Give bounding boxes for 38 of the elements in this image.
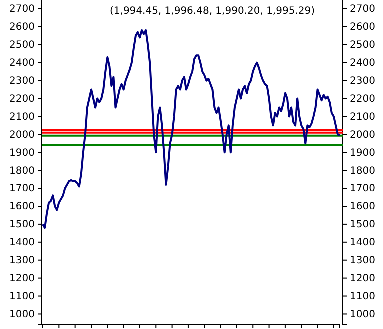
y2-tick-label: 1400	[350, 238, 376, 249]
y2-tick-label: 2700	[350, 4, 376, 16]
y2-tick-label: 2200	[350, 94, 376, 105]
y2-tick-label: 1900	[350, 148, 376, 159]
y-tick-label: 2700	[10, 4, 35, 16]
y-tick-label: 1900	[10, 148, 35, 159]
y2-tick-label: 1600	[350, 202, 376, 213]
y-tick-label: 1600	[10, 202, 35, 213]
y2-tick-label: 1200	[350, 274, 376, 285]
line-series	[42, 30, 341, 230]
y-tick-label: 1100	[10, 291, 35, 302]
y2-tick-label: 2000	[350, 130, 376, 141]
y2-tick-label: 1500	[350, 220, 376, 231]
y-tick-label: 1300	[10, 256, 35, 267]
y2-tick-label: 1700	[350, 184, 376, 195]
y2-tick-label: 2100	[350, 112, 376, 123]
y2-tick-label: 2300	[350, 76, 376, 87]
y-tick-label: 2100	[10, 112, 35, 123]
y-tick-label: 1700	[10, 184, 35, 195]
y-tick-label: 2300	[10, 76, 35, 87]
y-tick-label: 2000	[10, 130, 35, 141]
y2-tick-label: 1300	[350, 256, 376, 267]
y2-tick-label: 2400	[350, 58, 376, 70]
y-tick-label: 2600	[10, 22, 35, 34]
y-tick-label: 1500	[10, 220, 35, 231]
y-tick-label: 2400	[10, 58, 35, 70]
y2-tick-label: 2500	[350, 40, 376, 52]
y-tick-label: 1200	[10, 274, 35, 285]
y2-tick-label: 1800	[350, 166, 376, 177]
y2-tick-label: 2600	[350, 22, 376, 34]
y-tick-label: 2200	[10, 94, 35, 105]
text: (1,994.45, 1,996.48, 1,990.20, 1,995.29)	[110, 6, 316, 17]
y-tick-label: 1000	[10, 309, 35, 320]
y-tick-label: 1800	[10, 166, 35, 177]
y2-tick-label: 1100	[350, 291, 376, 302]
y-tick-label: 2500	[10, 40, 35, 52]
y2-tick-label: 1000	[350, 309, 376, 320]
y-tick-label: 1400	[10, 238, 35, 249]
